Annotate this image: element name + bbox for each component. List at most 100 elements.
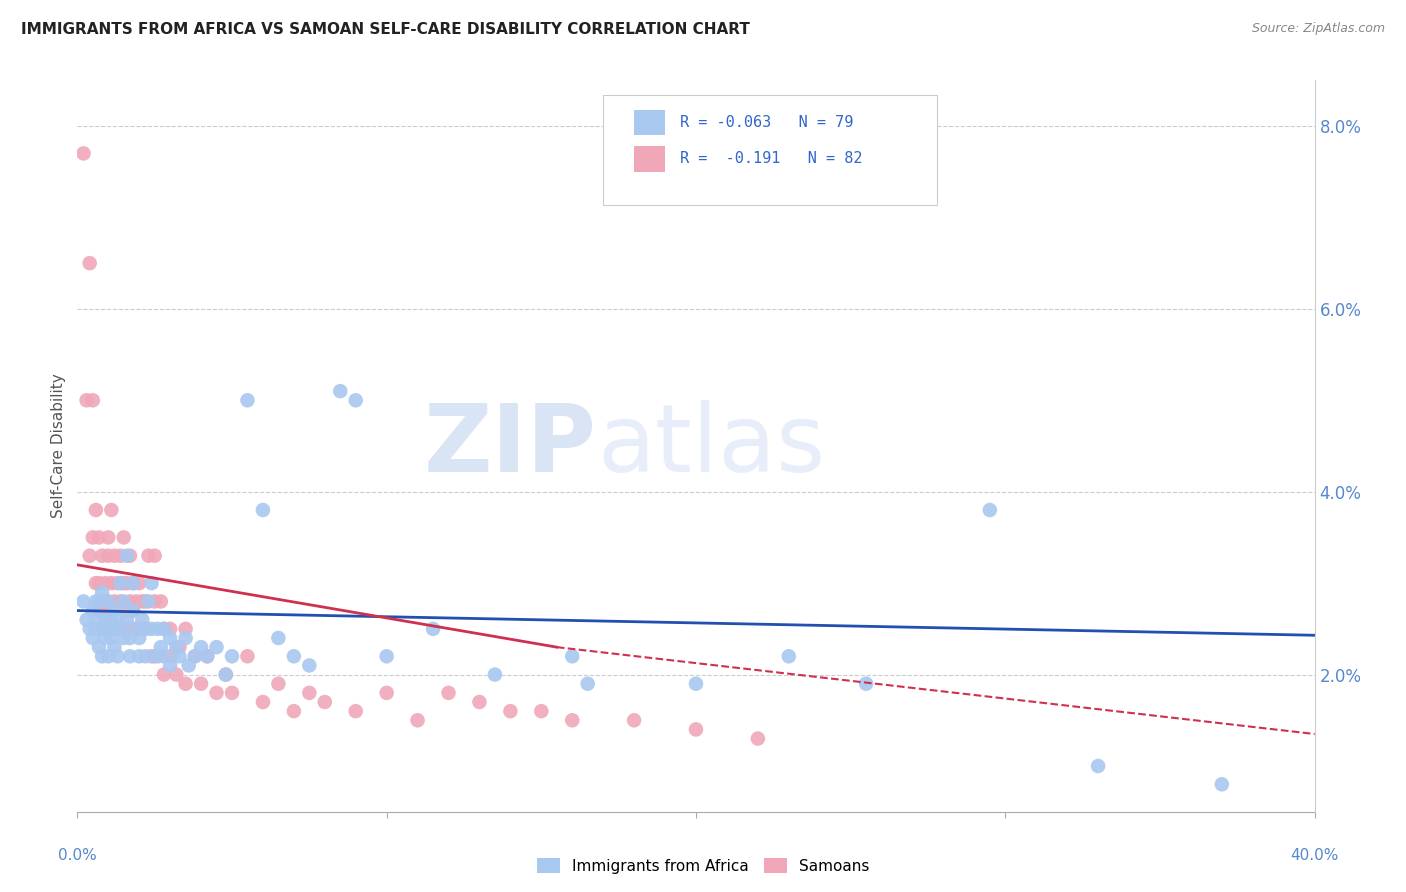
Point	[134, 594, 156, 608]
Point	[97, 594, 120, 608]
Point	[141, 622, 163, 636]
Point	[184, 649, 207, 664]
Point	[134, 649, 156, 664]
Point	[329, 384, 352, 399]
Point	[685, 676, 707, 690]
Point	[747, 731, 769, 746]
Point	[128, 631, 150, 645]
Point	[128, 622, 150, 636]
Point	[195, 649, 218, 664]
Point	[115, 576, 138, 591]
Point	[91, 585, 114, 599]
Point	[131, 594, 153, 608]
Point	[100, 576, 122, 591]
Point	[97, 594, 120, 608]
Point	[87, 613, 110, 627]
Point	[72, 594, 94, 608]
Point	[283, 704, 305, 718]
Point	[685, 723, 707, 737]
Point	[979, 503, 1001, 517]
Point	[184, 649, 207, 664]
Point	[177, 658, 200, 673]
Point	[484, 667, 506, 681]
Point	[91, 622, 114, 636]
Point	[107, 576, 129, 591]
Point	[84, 622, 107, 636]
Point	[128, 649, 150, 664]
Point	[169, 649, 191, 664]
Point	[1211, 777, 1233, 791]
Text: R = -0.063   N = 79: R = -0.063 N = 79	[681, 115, 853, 130]
Point	[97, 622, 120, 636]
Point	[165, 667, 187, 681]
Text: ZIP: ZIP	[425, 400, 598, 492]
Point	[84, 503, 107, 517]
Point	[82, 603, 104, 617]
Point	[149, 594, 172, 608]
Point	[87, 594, 110, 608]
Point	[298, 658, 321, 673]
Point	[118, 649, 141, 664]
Point	[122, 603, 145, 617]
Point	[87, 603, 110, 617]
Point	[87, 530, 110, 544]
Point	[153, 622, 176, 636]
Point	[153, 622, 176, 636]
Legend: Immigrants from Africa, Samoans: Immigrants from Africa, Samoans	[530, 852, 876, 880]
Point	[125, 594, 148, 608]
Point	[84, 594, 107, 608]
Point	[1087, 759, 1109, 773]
Point	[128, 576, 150, 591]
Point	[344, 704, 367, 718]
Point	[122, 576, 145, 591]
Point	[94, 631, 117, 645]
Point	[112, 594, 135, 608]
Point	[87, 640, 110, 655]
Point	[115, 603, 138, 617]
Point	[422, 622, 444, 636]
Point	[94, 622, 117, 636]
Point	[437, 686, 460, 700]
Point	[97, 530, 120, 544]
Point	[100, 631, 122, 645]
Point	[112, 622, 135, 636]
Point	[143, 594, 166, 608]
Point	[115, 613, 138, 627]
Text: R =  -0.191   N = 82: R = -0.191 N = 82	[681, 152, 862, 167]
Point	[221, 686, 243, 700]
Point	[314, 695, 336, 709]
Point	[100, 603, 122, 617]
Point	[195, 649, 218, 664]
Point	[94, 613, 117, 627]
Point	[468, 695, 491, 709]
Point	[131, 613, 153, 627]
Point	[159, 649, 181, 664]
Point	[153, 649, 176, 664]
Point	[82, 631, 104, 645]
Point	[190, 640, 212, 655]
Text: 40.0%: 40.0%	[1291, 848, 1339, 863]
Point	[530, 704, 553, 718]
Point	[149, 640, 172, 655]
Point	[576, 676, 599, 690]
Point	[375, 649, 398, 664]
Point	[499, 704, 522, 718]
Point	[267, 676, 290, 690]
Point	[283, 649, 305, 664]
Point	[221, 649, 243, 664]
Point	[97, 549, 120, 563]
Point	[141, 576, 163, 591]
Point	[375, 686, 398, 700]
Point	[110, 622, 132, 636]
Point	[143, 549, 166, 563]
Point	[138, 549, 160, 563]
Point	[118, 631, 141, 645]
Point	[79, 549, 101, 563]
Point	[141, 649, 163, 664]
Text: atlas: atlas	[598, 400, 825, 492]
FancyBboxPatch shape	[634, 146, 665, 171]
Point	[72, 146, 94, 161]
Point	[561, 649, 583, 664]
Text: IMMIGRANTS FROM AFRICA VS SAMOAN SELF-CARE DISABILITY CORRELATION CHART: IMMIGRANTS FROM AFRICA VS SAMOAN SELF-CA…	[21, 22, 749, 37]
Point	[125, 622, 148, 636]
